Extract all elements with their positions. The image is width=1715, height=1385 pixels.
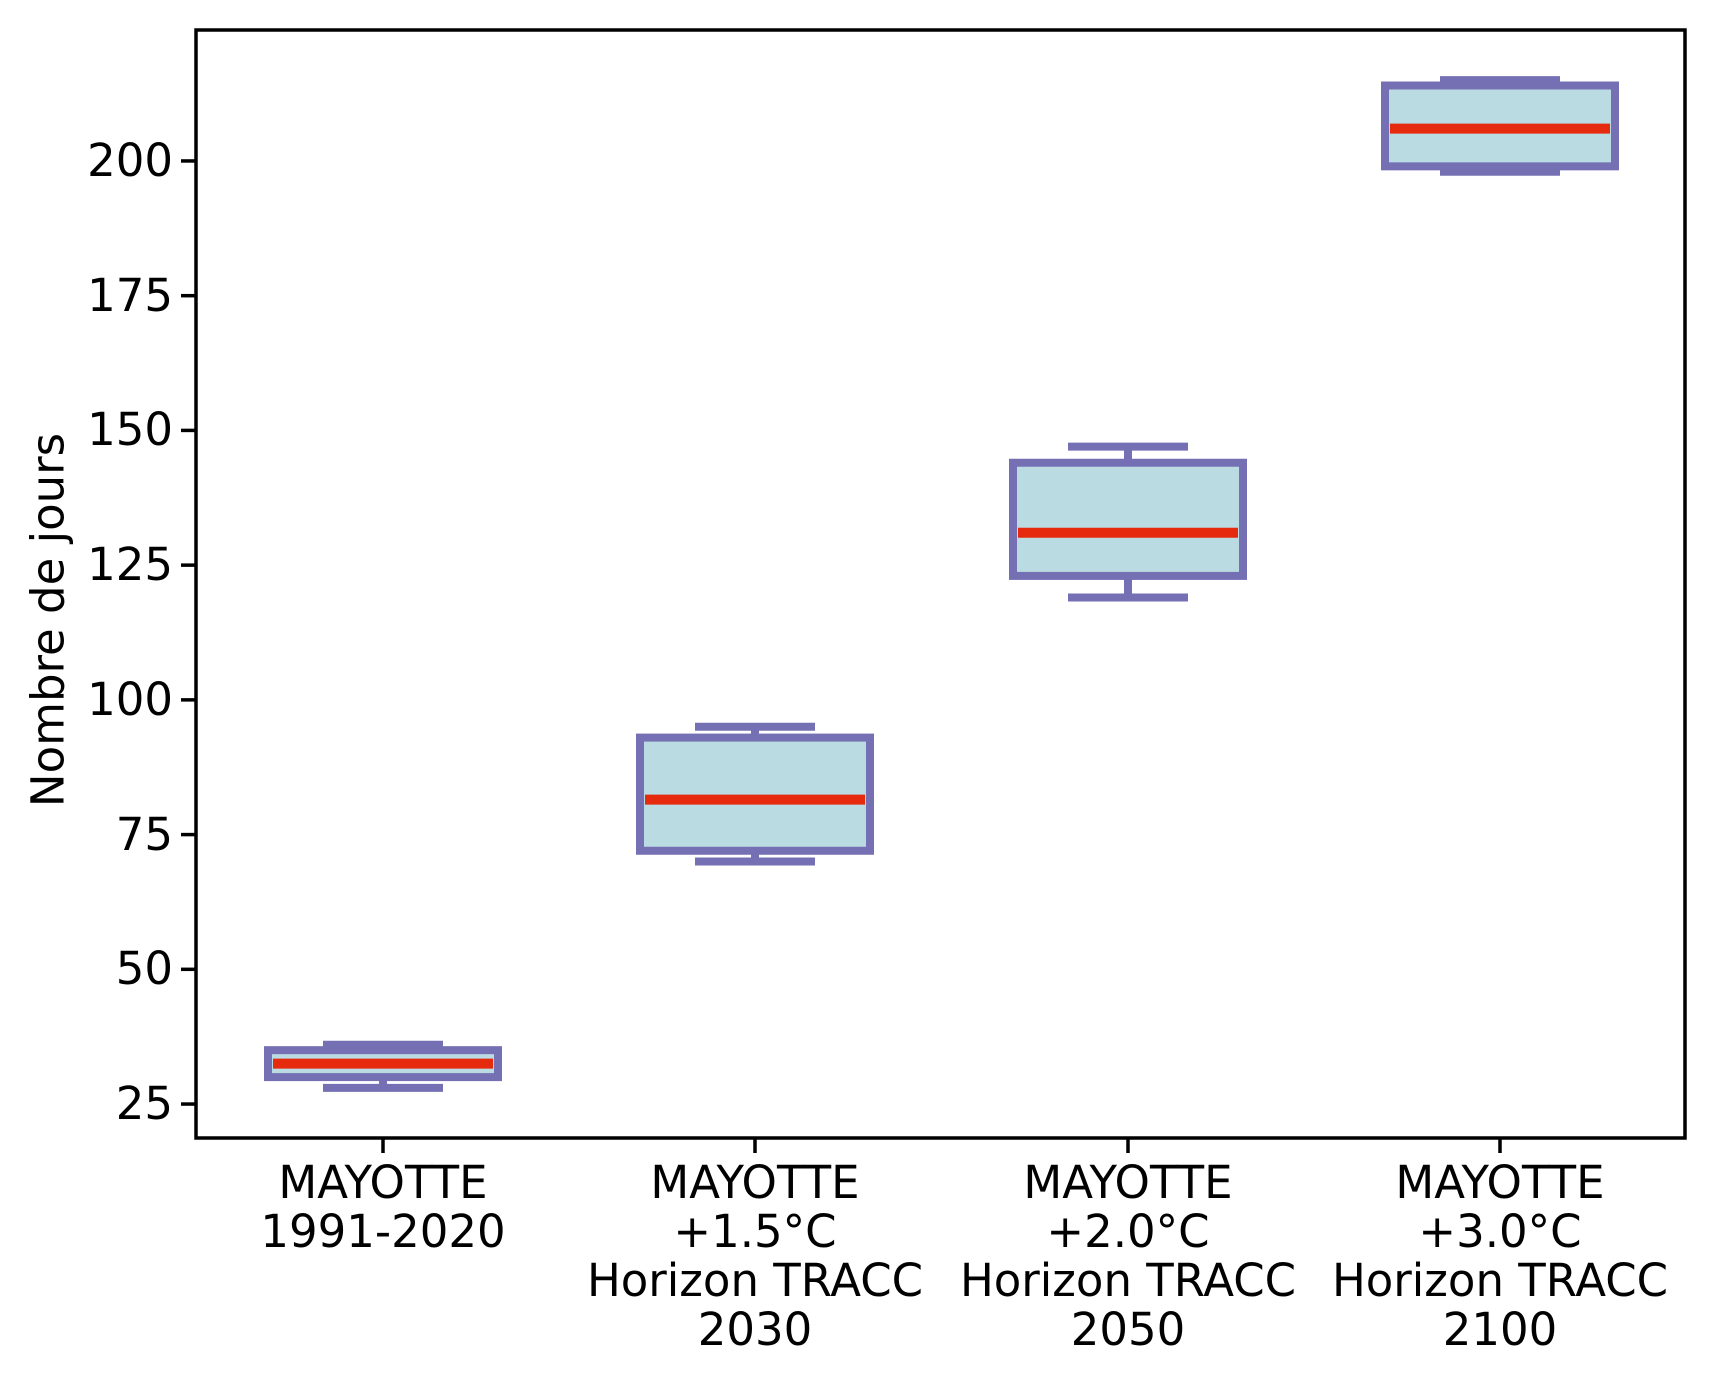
x-category-line: MAYOTTE [1395,1156,1605,1209]
x-category-line: 1991-2020 [260,1205,506,1258]
x-category-line: Horizon TRACC [1331,1254,1669,1307]
y-tick-label-75: 75 [115,807,173,861]
x-category-line: MAYOTTE [650,1156,860,1209]
x-category-line: 2030 [697,1303,813,1356]
x-category-label-3: MAYOTTE +2.0°C Horizon TRACC 2050 [918,1158,1338,1354]
y-tick-label-175: 175 [87,268,173,322]
y-tick-label-50: 50 [115,942,173,996]
axes-frame [194,28,1687,1140]
y-axis-title: Nombre de jours [21,432,75,808]
y-tick-label-100: 100 [87,672,173,726]
x-category-line: 2050 [1070,1303,1186,1356]
y-tick-label-150: 150 [87,403,173,457]
y-tick-label-200: 200 [87,133,173,187]
x-category-line: +3.0°C [1418,1205,1582,1258]
x-category-label-2: MAYOTTE +1.5°C Horizon TRACC 2030 [545,1158,965,1354]
x-category-line: +2.0°C [1046,1205,1210,1258]
x-category-line [173,1305,593,1354]
x-category-line: MAYOTTE [278,1156,488,1209]
box [1009,458,1247,580]
y-tick-label-125: 125 [87,538,173,592]
x-category-line: +1.5°C [673,1205,837,1258]
box [636,733,874,855]
x-category-line: Horizon TRACC [959,1254,1297,1307]
x-category-line [173,1256,593,1305]
x-category-line: Horizon TRACC [586,1254,924,1307]
x-category-label-1: MAYOTTE 1991-2020 [173,1158,593,1354]
x-category-label-4: MAYOTTE +3.0°C Horizon TRACC 2100 [1290,1158,1710,1354]
x-category-line: MAYOTTE [1023,1156,1233,1209]
x-category-line: 2100 [1442,1303,1558,1356]
y-tick-label-25: 25 [115,1077,173,1131]
